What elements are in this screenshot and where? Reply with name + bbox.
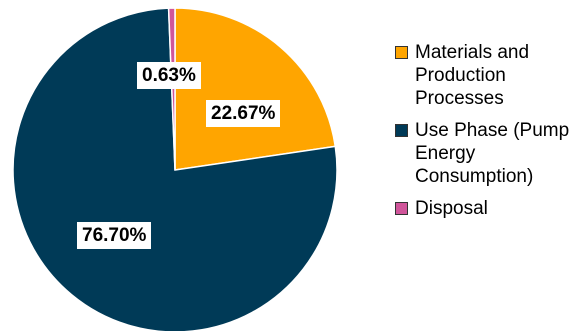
data-label-disposal: 0.63% bbox=[137, 62, 201, 89]
legend-item-use-phase: Use Phase (Pump Energy Consumption) bbox=[395, 119, 579, 188]
pie-plot-area bbox=[12, 7, 338, 331]
data-label-use-phase: 76.70% bbox=[77, 222, 152, 249]
legend-label-materials-line-2: Production bbox=[415, 65, 506, 86]
pie-slice-disposal bbox=[167, 7, 176, 171]
legend-label-materials-line-1: Materials and bbox=[415, 42, 530, 63]
legend-label-materials-line-3: Processes bbox=[415, 88, 504, 109]
data-label-materials: 22.67% bbox=[206, 100, 281, 127]
legend-label-use-phase-line-1: Use Phase (Pump bbox=[415, 120, 570, 141]
legend-label-use-phase-line-3: Consumption) bbox=[415, 166, 534, 187]
legend-swatch-use-phase bbox=[395, 124, 408, 137]
pie-slice-use-phase bbox=[12, 7, 338, 331]
pie-slice-materials bbox=[174, 7, 337, 171]
legend-swatch-materials bbox=[395, 46, 408, 59]
legend-label-disposal-line-1: Disposal bbox=[415, 198, 488, 219]
legend: Materials and Production Processes Use P… bbox=[395, 41, 579, 229]
legend-swatch-disposal bbox=[395, 202, 408, 215]
legend-item-materials: Materials and Production Processes bbox=[395, 41, 579, 110]
legend-item-disposal: Disposal bbox=[395, 197, 579, 220]
legend-label-use-phase-line-2: Energy bbox=[415, 143, 476, 164]
